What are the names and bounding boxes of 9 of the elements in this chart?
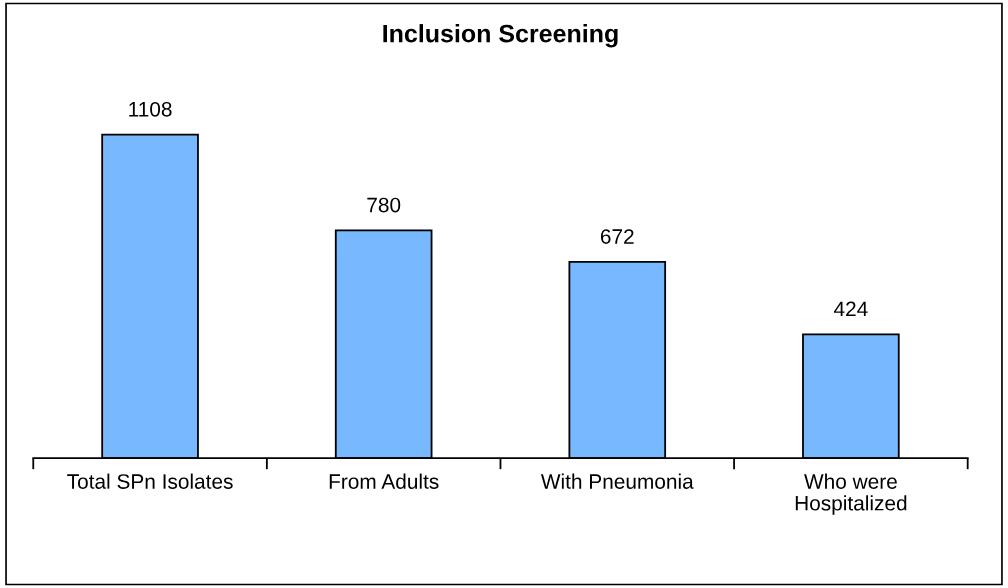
data-label: 424 [833, 301, 868, 317]
x-tick-label: From Adults [329, 473, 439, 489]
data-label: 672 [600, 229, 634, 244]
x-tick-label: Total SPn Isolates [67, 473, 233, 489]
x-tick-label: Who were Hospitalized [795, 473, 907, 515]
data-label: 1108 [129, 101, 172, 117]
x-tick-label: With Pneumonia [540, 473, 694, 489]
data-label: 780 [367, 197, 401, 213]
chart-title: Inclusion Screening [383, 24, 618, 48]
